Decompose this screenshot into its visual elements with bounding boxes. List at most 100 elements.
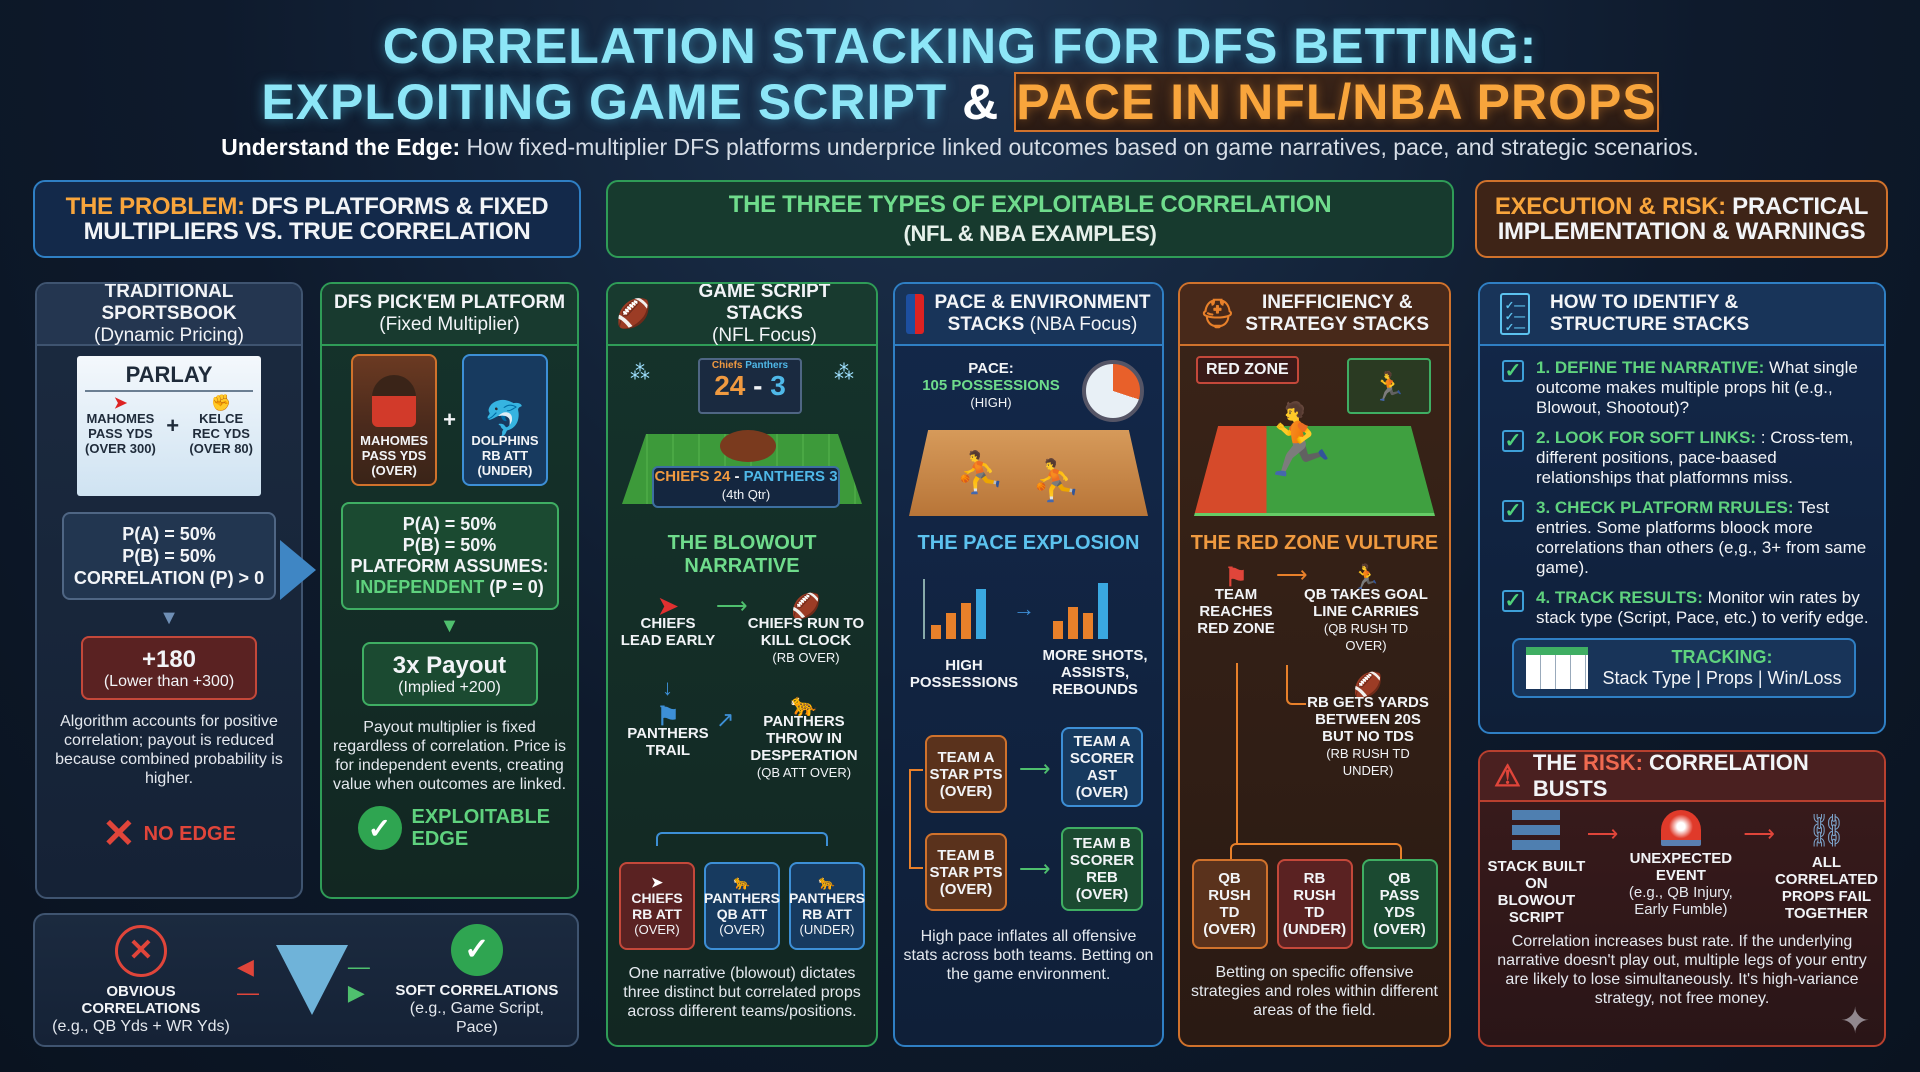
- pace-props-3-3: (Over): [1075, 886, 1129, 903]
- pace-props-3-2: REB: [1086, 869, 1118, 886]
- dfs-payout: 3x Payout: [392, 651, 507, 679]
- prop-panthers-qb-att: 🐆 Panthers QB Att (Over): [704, 862, 780, 950]
- pace-props-3-1: Scorer: [1069, 852, 1135, 869]
- pace-desc: High pace inflates all offensive stats a…: [903, 928, 1154, 983]
- sparkle-watermark-icon: ✦: [1840, 1000, 1871, 1041]
- ineff-props-1-2: TD: [1304, 904, 1325, 921]
- game_script-score_team_b: Panthers: [745, 360, 789, 371]
- ineff-props-2-2: Yds: [1384, 904, 1415, 921]
- branch-connector: [656, 832, 828, 846]
- types-line-1: The Three Types of Exploitable Correlati…: [728, 191, 1332, 218]
- ineff-n3_note: (RB Rush TD Under): [1326, 746, 1410, 778]
- arrow-right-icon: ⟶: [1276, 562, 1308, 587]
- basketball-court-illustration: Pace: 105 Possessions (High) ⛹ ⛹: [903, 350, 1154, 520]
- sportsbook-odds: +180: [141, 645, 197, 673]
- dfs-independent: Independent: [355, 577, 485, 597]
- game_script-banner_qtr: (4th Qtr): [721, 487, 771, 502]
- football-field-illustration: Chiefs Panthers 24 - 3 ⁂ ⁂ Chiefs 24 - P…: [616, 350, 868, 520]
- red-zone-illustration: Red Zone 🏃 🏃: [1188, 350, 1441, 520]
- arrow-right-icon: ⟶: [1019, 756, 1051, 781]
- filter-soft_ex: (e.g., Game Script, Pace): [409, 999, 544, 1036]
- ineff-title-2: Strategy Stacks: [1245, 314, 1430, 335]
- step-1: ✓ 1. Define the Narrative: What single ou…: [1502, 358, 1870, 418]
- risk-step-fail: ⛓ All Correlated Props Fail Together: [1775, 810, 1878, 922]
- game-script-desc: One narrative (blowout) dictates three d…: [623, 965, 861, 1020]
- sportsbook-desc: Algorithm accounts for positive correlat…: [55, 713, 283, 787]
- correlation-filter-panel: ✕ Obvious Correlations (e.g., QB Yds + WR…: [33, 913, 579, 1047]
- sportsbook-leg_a-2: (Over 300): [85, 441, 156, 456]
- prop-qb-rush-td-over: QB Rush TD (Over): [1191, 859, 1268, 949]
- risk-accent: Risk:: [1583, 750, 1643, 775]
- execution-rest: Practical Implementation & Warnings: [1497, 193, 1869, 245]
- connector-line: [1236, 663, 1238, 843]
- funnel-icon: [275, 945, 348, 1015]
- ineff-props-2-0: QB: [1388, 870, 1411, 887]
- sportsbook-odds_note: (Lower than +300): [103, 672, 235, 690]
- siren-icon: [1660, 810, 1701, 846]
- prop-qb-pass-yds-over: QB Pass Yds (Over): [1361, 859, 1438, 949]
- mahomes-card: Mahomes Pass Yds (Over): [351, 354, 438, 486]
- howto-title: How to Identify &: [1550, 292, 1739, 313]
- ineff-props-0-3: (Over): [1203, 921, 1256, 938]
- flow-arrow-icon: [280, 540, 316, 600]
- blowout-narrative-heading: The Blowout Narrative: [667, 532, 817, 577]
- leg-b: ✊ Kelce Rec Yds (Over 80): [189, 395, 253, 457]
- flag-icon: ⚑: [1224, 562, 1248, 592]
- chiefs-lead-early: ➤ Chiefs Lead Early: [620, 595, 716, 650]
- connector-line: [909, 769, 923, 869]
- pace-props-1-1: Scorer: [1069, 750, 1135, 767]
- qb-carry-inset-icon: 🏃: [1347, 358, 1431, 414]
- check-circle-icon: ✓: [450, 923, 503, 976]
- prop-panthers-rb-att: 🐆 Panthers RB Att (Under): [789, 862, 865, 950]
- red-zone-vulture-heading: The Red Zone Vulture: [1190, 532, 1439, 554]
- broken-chain-icon: ⛓: [1806, 812, 1847, 848]
- checkbox-checked-icon: ✓: [1502, 360, 1524, 382]
- pace-props-1-3: (Over): [1075, 784, 1129, 801]
- title-line-1: Correlation Stacking for DFS Betting:: [382, 18, 1538, 74]
- stopwatch-icon: [1082, 360, 1144, 422]
- dfs-independent_rho: (ρ = 0): [484, 577, 544, 597]
- arrow-right-icon: —▶: [347, 954, 370, 1005]
- howto-steps-3-body: Monitor win rates by stack type (Script,…: [1536, 588, 1869, 627]
- arrow-right-icon: ↗: [716, 707, 735, 732]
- game_script-props-2-0: Panthers: [789, 890, 865, 906]
- arrow-right-icon: ⟶: [716, 593, 748, 618]
- section-types-header: The Three Types of Exploitable Correlati…: [606, 180, 1454, 258]
- section-execution-header: Execution & Risk: Practical Implementati…: [1475, 180, 1888, 258]
- sportsbook-leg_b-2: (Over 80): [189, 441, 253, 456]
- filter-soft: Soft Correlations: [395, 981, 559, 999]
- game-script-panel: 🏈 Game Script Stacks (NFL Focus) Chiefs Pa…: [606, 282, 878, 1047]
- problem-accent: The Problem:: [65, 193, 245, 220]
- player-running-icon: 🏃: [1254, 401, 1342, 479]
- ineff-n2_note: (QB Rush TD Over): [1323, 621, 1409, 653]
- player-dribbling-icon: ⛹: [1031, 459, 1081, 503]
- howto-tracking_label: Tracking:: [1671, 647, 1773, 667]
- game_script-banner_b: Panthers 3: [743, 468, 838, 485]
- check-circle-icon: ✓: [357, 806, 402, 850]
- football-icon: [720, 430, 776, 462]
- pace-title: Pace & Environment: [934, 292, 1151, 313]
- branch-connector: [1230, 843, 1402, 859]
- game_script-score_a: 24: [714, 370, 746, 401]
- ineff-props-2-3: (Over): [1373, 921, 1426, 938]
- risk-rest: Correlation Busts: [1532, 750, 1809, 801]
- game_script-props-0-0: Chiefs: [631, 890, 683, 906]
- tracking-box: Tracking: Stack Type | Props | Win/Loss: [1512, 638, 1856, 698]
- game-script-title: Game Script Stacks: [698, 282, 831, 324]
- ineff-n2: QB Takes Goal Line Carries: [1304, 586, 1428, 620]
- kelce-icon: ✊: [211, 395, 232, 412]
- dfs-prob-1: P(B) = 50%: [402, 535, 497, 555]
- dfs-card_a-0: Mahomes: [360, 433, 428, 448]
- game_script-n2: Chiefs Run to Kill Clock: [747, 615, 865, 649]
- sportsbook-subtitle: (Dynamic Pricing): [94, 325, 244, 346]
- arrow-left-icon: ◀—: [236, 954, 259, 1005]
- x-circle-icon: ✕: [114, 924, 167, 977]
- qb-goal-line: 🏃 QB Takes Goal Line Carries (QB Rush TD O…: [1302, 566, 1430, 654]
- risk-s2: Unexpected Event: [1629, 850, 1733, 884]
- ineff-props-0-2: TD: [1219, 904, 1240, 921]
- subtitle-lead: Understand the Edge:: [221, 134, 461, 160]
- subtitle-text: How fixed-multiplier DFS platforms under…: [460, 134, 1699, 160]
- title-line-2b: Pace in NFL/NBA Props: [1014, 72, 1659, 132]
- sportsbook-panel: Traditional Sportsbook (Dynamic Pricing) …: [35, 282, 303, 899]
- game_script-score_dash: -: [753, 370, 763, 401]
